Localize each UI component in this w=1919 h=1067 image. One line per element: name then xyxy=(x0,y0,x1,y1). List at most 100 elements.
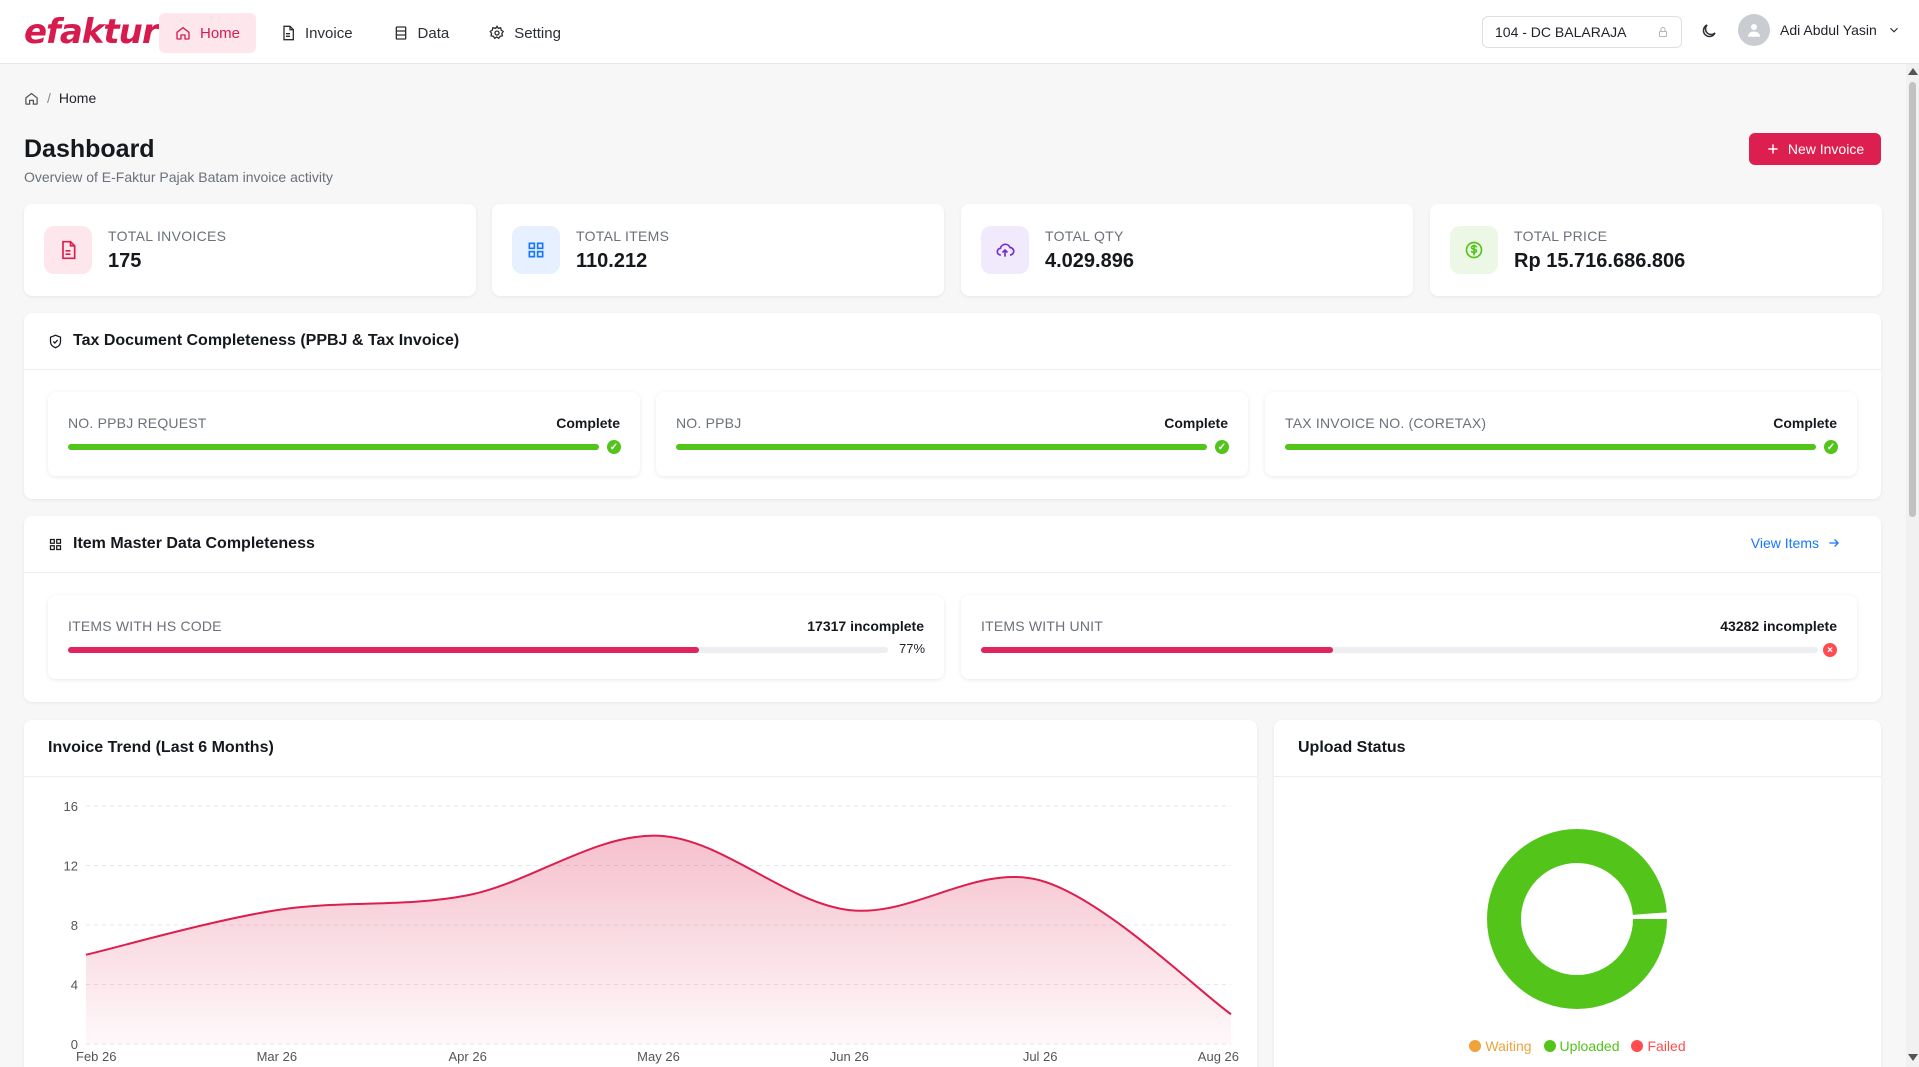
y-tick-label: 4 xyxy=(71,978,78,993)
legend-label: Waiting xyxy=(1485,1038,1532,1054)
stat-value: Rp 15.716.686.806 xyxy=(1514,250,1686,272)
progress-bar-fill xyxy=(676,444,1207,450)
legend-item-failed[interactable]: Failed xyxy=(1631,1038,1686,1054)
divider xyxy=(24,369,1881,370)
dollar-circle-icon xyxy=(1465,241,1483,259)
store-select-value: 104 - DC BALARAJA xyxy=(1495,24,1627,40)
breadcrumb: / Home xyxy=(24,90,96,106)
x-tick-label: Apr 26 xyxy=(449,1049,487,1064)
legend-item-uploaded[interactable]: Uploaded xyxy=(1543,1038,1620,1054)
grid-icon xyxy=(528,242,544,258)
legend-label: Uploaded xyxy=(1559,1038,1620,1054)
stat-icon-box xyxy=(44,226,92,274)
metric-status: Complete xyxy=(1164,415,1228,431)
stat-label: TOTAL PRICE xyxy=(1514,228,1608,244)
dark-mode-toggle-icon[interactable] xyxy=(1700,22,1718,40)
section-title-text: Tax Document Completeness (PPBJ & Tax In… xyxy=(73,332,460,349)
top-navbar: efaktur Home Invoice Data Setting 104 - … xyxy=(0,0,1919,64)
divider xyxy=(24,776,1257,777)
invoice-trend-chart: 0 4 8 12 16 Feb 26 Mar 26 Apr 26 May 26 Jun 26 Jul… xyxy=(64,799,1239,1064)
main-nav: Home Invoice Data Setting xyxy=(159,13,577,53)
cloud-upload-icon xyxy=(996,243,1015,257)
metric-ppbj-request: NO. PPBJ REQUEST Complete ✓ xyxy=(48,392,640,476)
stat-value: 4.029.896 xyxy=(1045,250,1134,272)
legend-label: Failed xyxy=(1647,1038,1686,1054)
nav-item-data[interactable]: Data xyxy=(377,13,466,53)
check-circle-icon: ✓ xyxy=(1215,440,1229,454)
check-circle-icon: ✓ xyxy=(1824,440,1838,454)
metric-label: ITEMS WITH UNIT xyxy=(981,618,1103,634)
donut-slice-uploaded[interactable] xyxy=(1487,829,1667,1009)
store-select[interactable]: 104 - DC BALARAJA xyxy=(1482,16,1682,48)
stat-icon-box xyxy=(512,226,560,274)
item-master-section: Item Master Data Completeness View Items… xyxy=(24,516,1881,702)
chart-legend: Waiting Uploaded Failed xyxy=(1274,1038,1881,1054)
x-tick-label: May 26 xyxy=(637,1049,680,1064)
legend-dot xyxy=(1469,1040,1482,1052)
progress-bar-fill xyxy=(68,647,700,653)
home-icon[interactable] xyxy=(24,91,39,106)
divider xyxy=(1274,776,1881,777)
metric-status: Complete xyxy=(556,415,620,431)
nav-item-invoice[interactable]: Invoice xyxy=(264,13,369,53)
progress-bar xyxy=(676,444,1207,450)
legend-dot xyxy=(1543,1040,1556,1052)
y-tick-label: 12 xyxy=(64,859,78,874)
metric-ppbj: NO. PPBJ Complete ✓ xyxy=(656,392,1248,476)
view-items-label: View Items xyxy=(1750,535,1819,551)
y-tick-label: 8 xyxy=(71,918,78,933)
scroll-down-arrow[interactable] xyxy=(1908,1054,1918,1061)
progress-bar-fill xyxy=(68,444,599,450)
stat-label: TOTAL ITEMS xyxy=(576,228,670,244)
file-text-icon xyxy=(62,240,76,260)
database-icon xyxy=(395,26,406,40)
metric-status: 43282 incomplete xyxy=(1720,618,1837,634)
view-items-link[interactable]: View Items xyxy=(1751,535,1841,551)
metric-tax-invoice-no: TAX INVOICE NO. (CORETAX) Complete ✓ xyxy=(1265,392,1857,476)
x-tick-label: Mar 26 xyxy=(257,1049,297,1064)
tax-document-section: Tax Document Completeness (PPBJ & Tax In… xyxy=(24,313,1881,499)
nav-item-label: Data xyxy=(417,24,450,42)
legend-item-waiting[interactable]: Waiting xyxy=(1469,1038,1532,1054)
metric-label: NO. PPBJ REQUEST xyxy=(68,415,207,431)
legend-dot xyxy=(1631,1040,1644,1052)
x-tick-label: Jun 26 xyxy=(830,1049,869,1064)
stat-card-total-qty: TOTAL QTY 4.029.896 xyxy=(961,204,1413,296)
nav-item-label: Invoice xyxy=(305,24,353,42)
progress-percent: 77% xyxy=(899,641,926,656)
section-title: Tax Document Completeness (PPBJ & Tax In… xyxy=(48,313,459,369)
lock-icon xyxy=(1659,27,1667,37)
x-tick-label: Feb 26 xyxy=(76,1049,116,1064)
stat-label: TOTAL QTY xyxy=(1045,228,1124,244)
page-title: Dashboard xyxy=(24,135,155,163)
gear-icon xyxy=(489,25,505,40)
upload-status-card: Upload Status Waiting Uploaded Failed xyxy=(1274,720,1881,1067)
progress-bar xyxy=(1285,444,1816,450)
stat-value: 110.212 xyxy=(576,250,648,272)
home-icon xyxy=(176,26,190,40)
scroll-up-arrow[interactable] xyxy=(1908,68,1918,75)
breadcrumb-separator: / xyxy=(47,90,51,106)
metric-label: NO. PPBJ xyxy=(676,415,742,431)
page-subtitle: Overview of E-Faktur Pajak Batam invoice… xyxy=(24,169,333,185)
progress-bar-fill xyxy=(981,647,1333,653)
section-title: Invoice Trend (Last 6 Months) xyxy=(48,720,274,776)
invoice-trend-card: Invoice Trend (Last 6 Months) 0 4 8 12 16 Feb… xyxy=(24,720,1257,1067)
new-invoice-label: New Invoice xyxy=(1787,141,1865,157)
nav-item-label: Home xyxy=(200,24,241,42)
user-menu[interactable]: Adi Abdul Yasin xyxy=(1738,14,1901,46)
new-invoice-button[interactable]: New Invoice xyxy=(1749,133,1881,165)
nav-item-setting[interactable]: Setting xyxy=(473,13,577,53)
x-tick-label: Jul 26 xyxy=(1023,1049,1058,1064)
stat-value: 175 xyxy=(108,250,142,272)
efaktur-logo[interactable]: efaktur xyxy=(24,12,159,52)
breadcrumb-current: Home xyxy=(58,90,97,106)
x-tick-label: Aug 26 xyxy=(1198,1049,1239,1064)
y-tick-label: 16 xyxy=(64,799,78,814)
check-circle-icon: ✓ xyxy=(607,440,621,454)
chevron-down-icon xyxy=(1889,27,1898,33)
scrollbar-thumb[interactable] xyxy=(1909,82,1916,517)
stat-label: TOTAL INVOICES xyxy=(108,228,227,244)
nav-item-label: Setting xyxy=(514,24,561,42)
nav-item-home[interactable]: Home xyxy=(159,13,257,53)
